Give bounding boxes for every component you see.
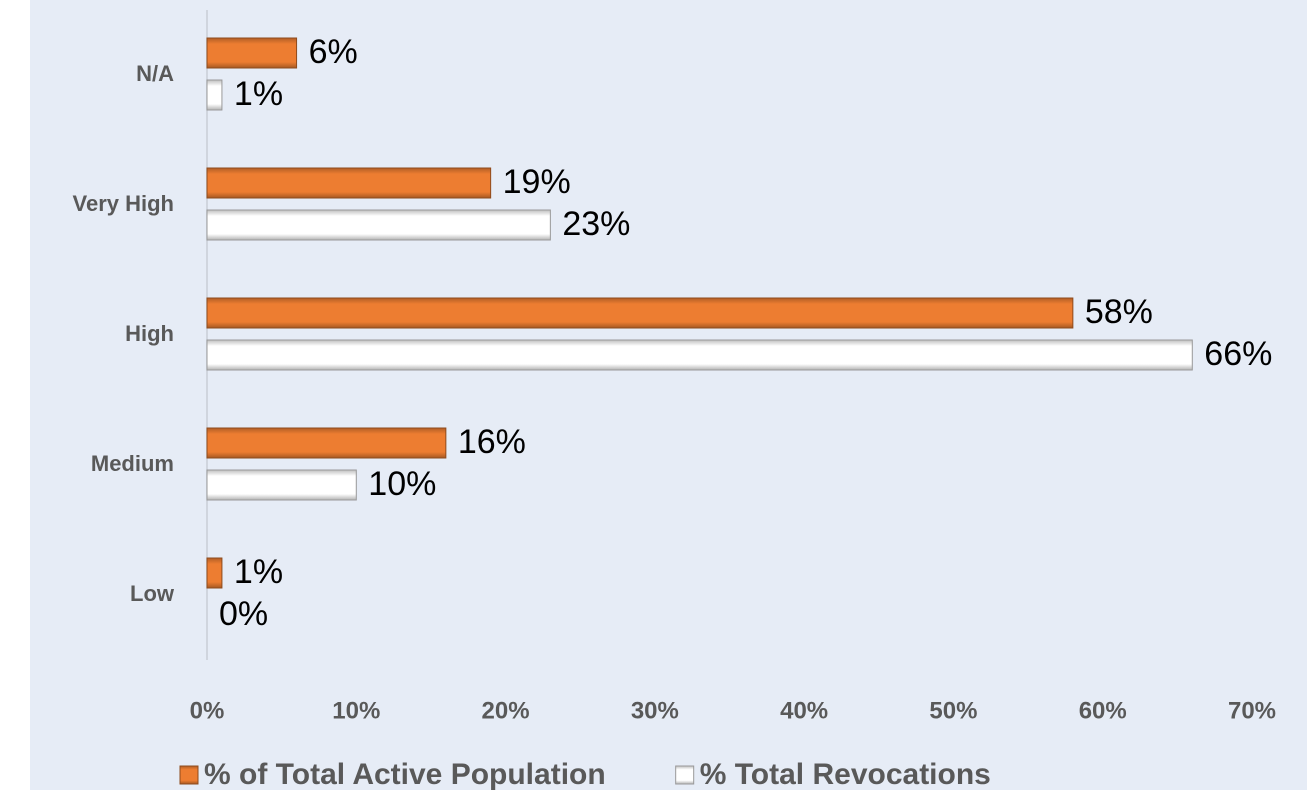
x-tick-label: 70% <box>1228 697 1276 724</box>
x-tick-label: 20% <box>482 697 530 724</box>
x-tick-label: 40% <box>780 697 828 724</box>
category-label: Very High <box>73 191 174 216</box>
bar <box>206 297 1074 329</box>
bar <box>206 209 551 241</box>
category-label: High <box>125 321 174 346</box>
data-label: 58% <box>1085 293 1153 331</box>
data-label: 6% <box>309 33 358 71</box>
plot-background <box>30 0 1307 790</box>
bar <box>206 557 223 589</box>
legend-marker <box>675 765 695 785</box>
data-label: 10% <box>368 465 436 503</box>
category-label: Low <box>130 581 175 606</box>
data-label: 0% <box>219 595 268 633</box>
data-label: 1% <box>234 553 283 591</box>
data-label: 19% <box>503 163 571 201</box>
category-label: N/A <box>136 61 174 86</box>
bar <box>206 79 223 111</box>
legend-label: % Total Revocations <box>700 758 991 791</box>
x-tick-label: 10% <box>332 697 380 724</box>
category-label: Medium <box>91 451 174 476</box>
legend-marker <box>179 765 199 785</box>
bar <box>206 167 492 199</box>
data-label: 16% <box>458 423 526 461</box>
x-tick-label: 30% <box>631 697 679 724</box>
x-tick-label: 60% <box>1079 697 1127 724</box>
x-tick-label: 50% <box>929 697 977 724</box>
data-label: 23% <box>562 205 630 243</box>
bar <box>206 469 357 501</box>
legend-label: % of Total Active Population <box>204 758 606 791</box>
data-label: 1% <box>234 75 283 113</box>
x-tick-label: 0% <box>190 697 225 724</box>
bar <box>206 339 1193 371</box>
bar <box>206 37 298 69</box>
data-label: 66% <box>1204 335 1272 373</box>
bar <box>206 427 447 459</box>
